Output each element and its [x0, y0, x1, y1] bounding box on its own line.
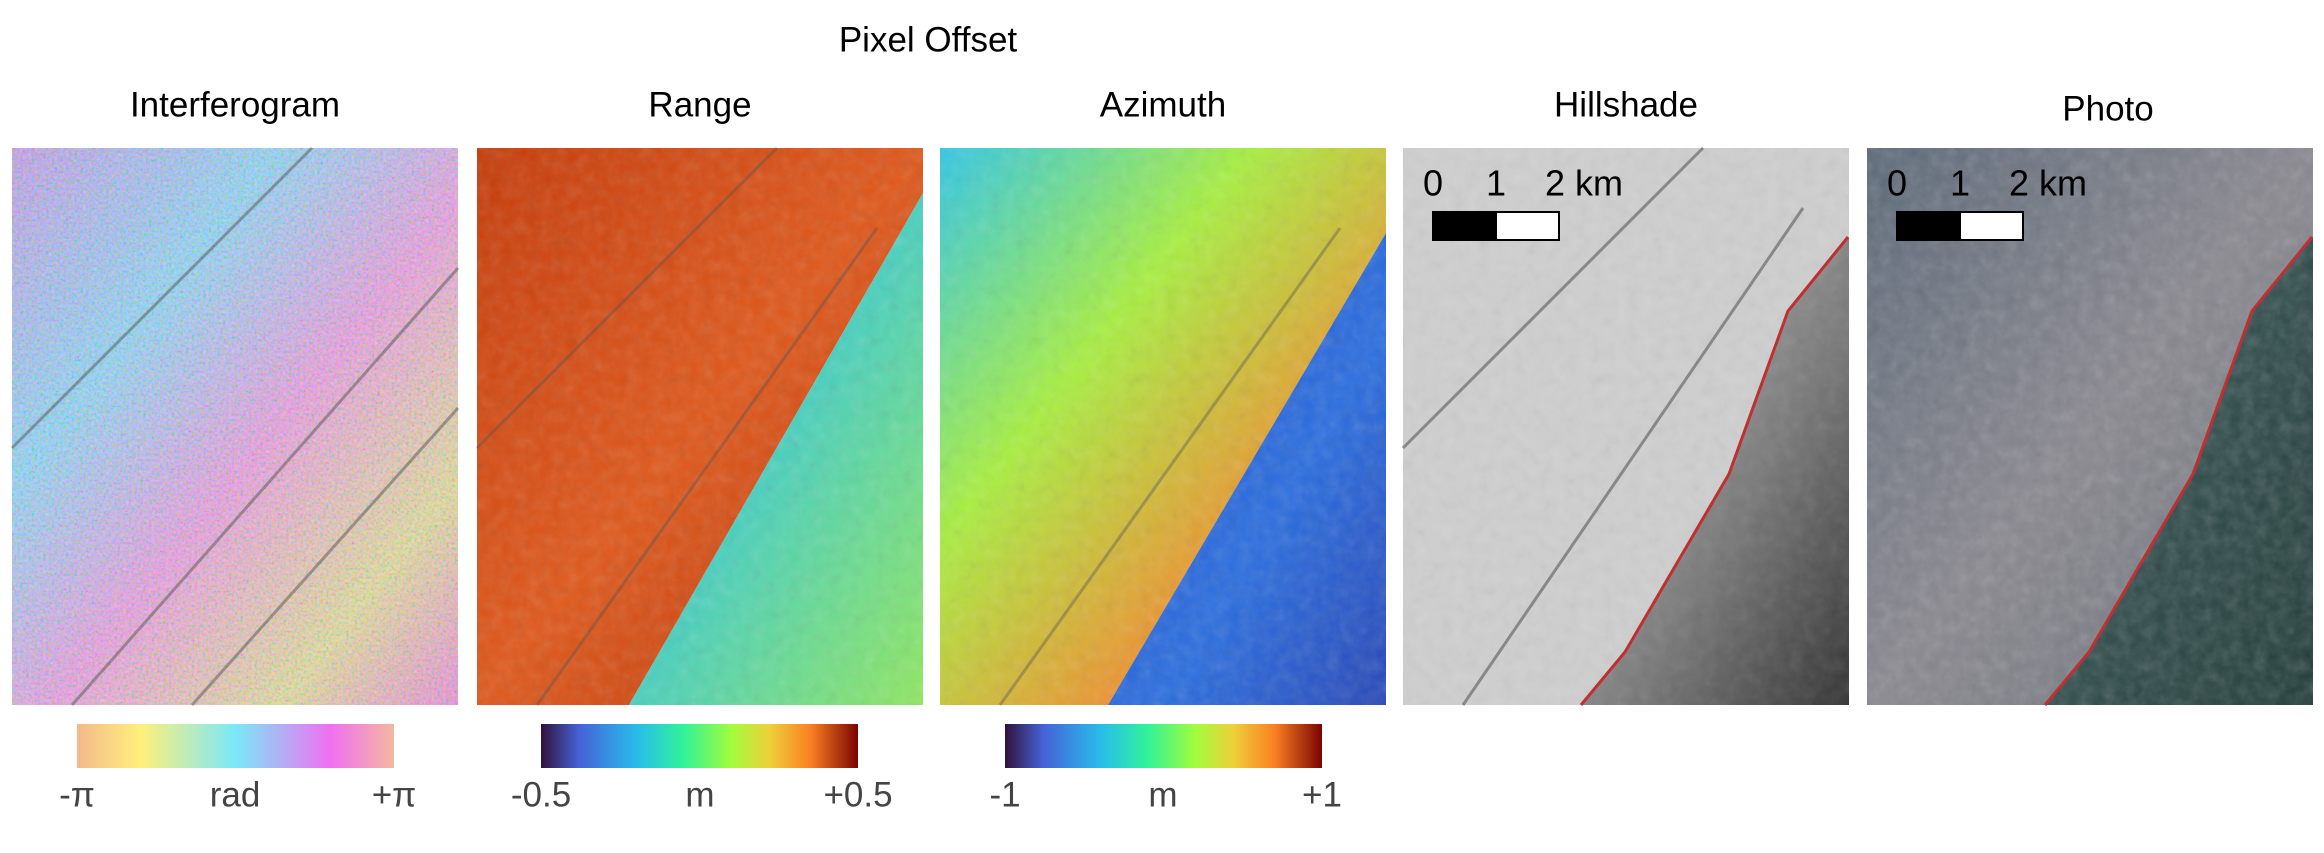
panel-noise: [12, 148, 458, 705]
scale-label: 2 km: [2009, 163, 2087, 204]
road: [998, 227, 1342, 706]
colorbar-min: -0.5: [511, 775, 571, 814]
colorbar-max: +1: [1302, 775, 1342, 814]
fault-line: [2043, 236, 2314, 706]
scale-bar: [1896, 211, 1961, 241]
scale-bar: [1432, 211, 1497, 241]
scale-bar: [1959, 211, 2024, 241]
scale-bar: [1495, 211, 1560, 241]
scale-label: 2 km: [1545, 163, 1623, 204]
panel-title: Azimuth: [1100, 85, 1226, 124]
colorbar: [77, 724, 394, 768]
colorbar-unit: m: [1148, 775, 1177, 814]
panel-title: Photo: [2062, 89, 2153, 128]
photo-panel: 0 1 2 km: [1867, 148, 2314, 706]
road: [475, 146, 879, 706]
scale-label: 1: [1486, 163, 1506, 204]
colorbar-unit: rad: [210, 775, 261, 814]
range-panel: [475, 146, 923, 706]
colorbar: [1005, 724, 1322, 768]
panel-title: Range: [648, 85, 751, 124]
colorbar-max: +π: [372, 775, 417, 814]
colorbar-min: -π: [59, 775, 95, 814]
scale-label: 0: [1887, 163, 1907, 204]
figure-title: Pixel Offset: [839, 20, 1018, 59]
panel-noise: [940, 148, 1386, 705]
colorbar-min: -1: [989, 775, 1020, 814]
scale-label: 0: [1423, 163, 1443, 204]
fault-line: [1579, 236, 1850, 706]
hillshade-panel: 0 1 2 km: [1401, 146, 1850, 706]
road: [10, 146, 460, 707]
road: [1401, 146, 1805, 706]
panel-title: Interferogram: [130, 85, 340, 124]
panel-title: Hillshade: [1554, 85, 1698, 124]
colorbar-unit: m: [685, 775, 714, 814]
colorbar-max: +0.5: [823, 775, 892, 814]
interferogram-panel: [10, 146, 460, 707]
azimuth-panel: [940, 148, 1386, 706]
scale-label: 1: [1950, 163, 1970, 204]
panel-noise: [477, 148, 923, 705]
colorbar: [541, 724, 858, 768]
